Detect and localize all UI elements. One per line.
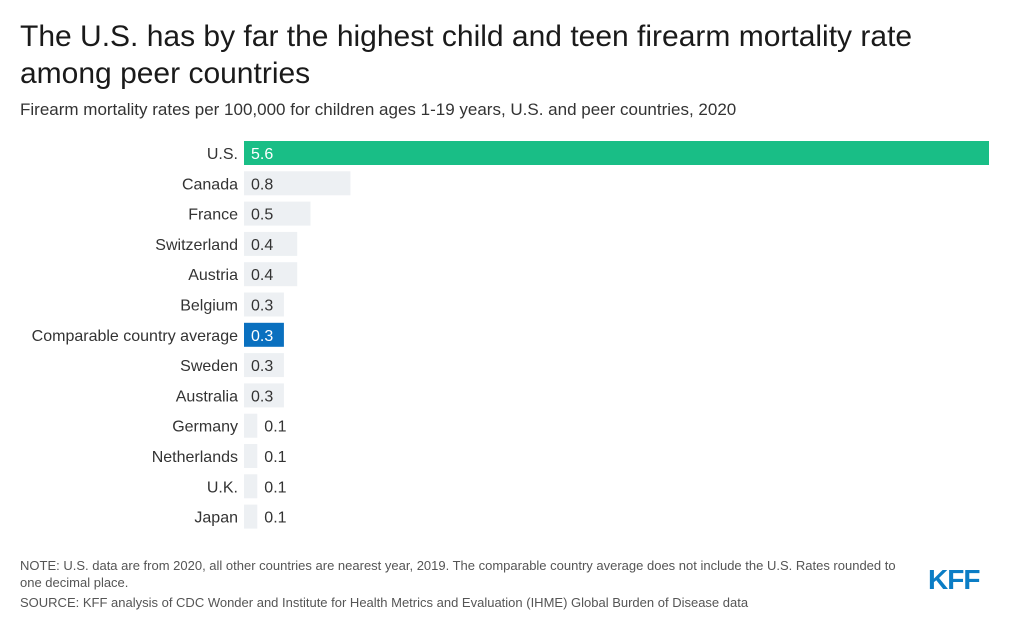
chart-title: The U.S. has by far the highest child an… <box>20 20 913 90</box>
category-label: Netherlands <box>152 449 238 466</box>
bar <box>244 141 989 165</box>
value-label: 0.4 <box>251 237 273 254</box>
bar <box>244 231 298 256</box>
value-label: 0.5 <box>251 207 273 224</box>
value-label: 0.3 <box>251 388 273 405</box>
bar <box>244 474 258 499</box>
value-label: 0.1 <box>264 510 286 527</box>
bar <box>244 413 258 438</box>
value-label: 0.1 <box>264 479 286 496</box>
category-label: Austria <box>188 267 238 284</box>
category-label: Australia <box>176 388 238 405</box>
bar <box>244 262 298 287</box>
category-label: Germany <box>172 419 238 436</box>
chart-source: SOURCE: KFF analysis of CDC Wonder and I… <box>20 595 749 610</box>
category-label: Comparable country average <box>32 328 238 345</box>
bar <box>244 292 284 317</box>
category-label: Switzerland <box>155 237 238 254</box>
category-label: France <box>188 207 238 224</box>
bar <box>244 504 258 529</box>
bar <box>244 322 284 347</box>
bar <box>244 383 284 408</box>
bar <box>244 171 351 196</box>
category-label: U.K. <box>207 479 238 496</box>
category-label: Canada <box>182 176 238 193</box>
chart-subtitle: Firearm mortality rates per 100,000 for … <box>20 100 737 119</box>
value-label: 0.4 <box>251 267 273 284</box>
bar <box>244 201 311 226</box>
category-label: U.S. <box>207 146 238 163</box>
value-label: 5.6 <box>251 146 273 163</box>
bar <box>244 353 284 378</box>
category-label: Belgium <box>180 298 238 315</box>
category-label: Japan <box>194 510 238 527</box>
value-label: 0.3 <box>251 358 273 375</box>
value-label: 0.1 <box>264 419 286 436</box>
value-label: 0.8 <box>251 176 273 193</box>
kff-logo: KFF <box>928 564 980 595</box>
value-label: 0.1 <box>264 449 286 466</box>
bar-chart: U.S. 5.6 Canada 0.8 France 0.5 Switzerland 0.4 A… <box>32 141 989 529</box>
bar <box>244 444 258 468</box>
value-label: 0.3 <box>251 328 273 345</box>
chart-note: NOTE: U.S. data are from 2020, all other… <box>20 558 896 590</box>
value-label: 0.3 <box>251 298 273 315</box>
category-label: Sweden <box>180 358 238 375</box>
